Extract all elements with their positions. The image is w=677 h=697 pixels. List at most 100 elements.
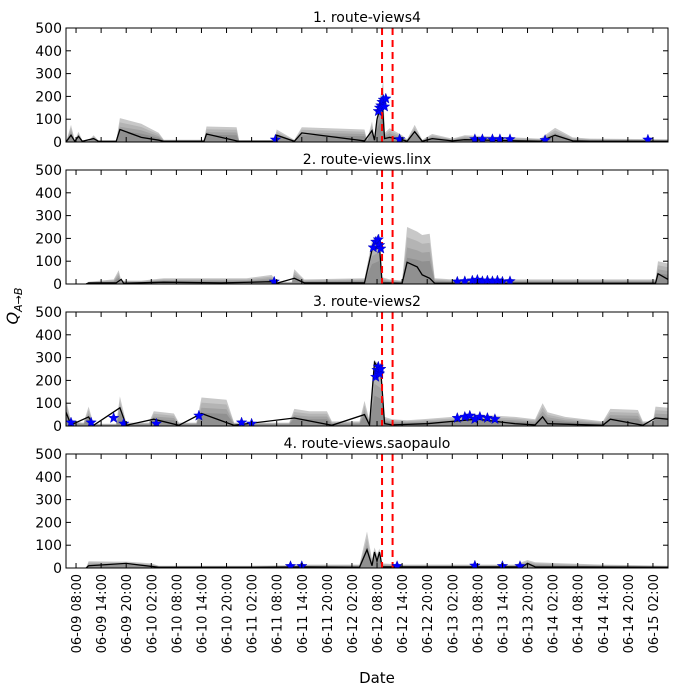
event-star-marker bbox=[489, 413, 501, 425]
axes-frame bbox=[65, 311, 669, 427]
event-star-marker bbox=[474, 410, 486, 422]
event-star-marker bbox=[269, 133, 282, 142]
event-star-marker bbox=[642, 133, 654, 142]
panels: 0 100 200 300 400 500 1. route-views4 0 100 200 30… bbox=[35, 10, 669, 653]
panel-title: 3. route-views2 bbox=[313, 294, 421, 310]
band-layer-2 bbox=[66, 91, 668, 142]
x-tick-label: 06-11 14:00 bbox=[296, 574, 311, 653]
y-tick-label: 500 bbox=[35, 305, 62, 321]
event-star-marker bbox=[514, 560, 526, 568]
x-tick-label: 06-11 20:00 bbox=[321, 574, 336, 653]
x-tick-label: 06-13 20:00 bbox=[522, 574, 537, 653]
event-star-marker bbox=[391, 560, 403, 568]
x-tick-label: 06-12 02:00 bbox=[346, 574, 361, 653]
event-star-marker bbox=[469, 559, 481, 568]
y-tick-label: 400 bbox=[35, 470, 62, 486]
y-axis-label-base: Q bbox=[3, 312, 22, 325]
y-tick-label: 0 bbox=[53, 419, 62, 435]
y-tick-label: 200 bbox=[35, 231, 62, 247]
y-tick-label: 100 bbox=[35, 396, 62, 412]
band-layer-3 bbox=[66, 102, 668, 142]
axes-frame bbox=[65, 169, 669, 285]
x-tick-label: 06-11 02:00 bbox=[246, 574, 261, 653]
event-star-marker bbox=[451, 275, 464, 284]
band-layer-1 bbox=[66, 80, 668, 142]
event-star-marker bbox=[380, 92, 392, 104]
event-star-marker bbox=[539, 134, 551, 142]
x-tick-label: 06-10 14:00 bbox=[196, 574, 211, 653]
y-tick-label: 200 bbox=[35, 515, 62, 531]
x-tick-label: 06-11 08:00 bbox=[271, 574, 286, 653]
series-line bbox=[85, 547, 668, 568]
y-axis-label-subscript: A→B bbox=[12, 288, 25, 313]
series-line bbox=[85, 245, 668, 284]
y-tick-label: 300 bbox=[35, 493, 62, 509]
panel-2: 0 100 200 300 400 500 2. route-views.linx bbox=[35, 152, 669, 293]
y-axis-label: QA→B bbox=[3, 288, 25, 325]
x-tick-label: 06-13 08:00 bbox=[471, 574, 486, 653]
y-tick-label: 300 bbox=[35, 209, 62, 225]
series-line bbox=[66, 100, 668, 142]
x-tick-label: 06-13 14:00 bbox=[496, 574, 511, 653]
event-star-marker bbox=[464, 409, 476, 421]
event-star-marker bbox=[85, 416, 97, 426]
y-tick-label: 0 bbox=[53, 135, 62, 151]
x-tick-label: 06-10 08:00 bbox=[170, 574, 185, 653]
panel-1: 0 100 200 300 400 500 1. route-views4 bbox=[35, 10, 669, 151]
x-tick-label: 06-09 08:00 bbox=[70, 574, 85, 653]
axes-frame bbox=[65, 27, 669, 143]
x-tick-label: 06-12 20:00 bbox=[421, 574, 436, 653]
y-tick-label: 200 bbox=[35, 89, 62, 105]
y-tick-label: 400 bbox=[35, 44, 62, 60]
panel-title: 4. route-views.saopaulo bbox=[284, 436, 451, 452]
plot-area-3 bbox=[66, 312, 668, 426]
y-tick-label: 500 bbox=[35, 21, 62, 37]
y-tick-label: 100 bbox=[35, 112, 62, 128]
x-axis-label: Date bbox=[359, 669, 395, 687]
plot-area-4 bbox=[85, 454, 668, 568]
x-tick-label: 06-10 20:00 bbox=[221, 574, 236, 653]
panel-title: 1. route-views4 bbox=[313, 10, 421, 26]
event-star-marker bbox=[193, 409, 205, 421]
y-tick-label: 400 bbox=[35, 328, 62, 344]
event-star-marker bbox=[66, 416, 77, 426]
x-tick-label: 06-14 20:00 bbox=[622, 574, 637, 653]
event-star-marker bbox=[378, 100, 391, 112]
plot-area-2 bbox=[85, 170, 668, 284]
panel-3: 0 100 200 300 400 500 3. route-views2 bbox=[35, 294, 669, 435]
y-tick-label: 400 bbox=[35, 186, 62, 202]
y-tick-label: 100 bbox=[35, 254, 62, 270]
y-tick-label: 500 bbox=[35, 163, 62, 179]
event-star-marker bbox=[372, 233, 385, 245]
band-layer-4 bbox=[86, 257, 668, 284]
y-tick-label: 300 bbox=[35, 67, 62, 83]
y-tick-label: 500 bbox=[35, 447, 62, 463]
x-tick-label: 06-09 14:00 bbox=[95, 574, 110, 653]
y-tick-label: 300 bbox=[35, 351, 62, 367]
x-tick-label: 06-15 02:00 bbox=[647, 574, 662, 653]
event-star-marker bbox=[375, 362, 387, 374]
y-tick-label: 100 bbox=[35, 538, 62, 554]
y-tick-label: 200 bbox=[35, 373, 62, 389]
event-star-marker bbox=[375, 242, 387, 254]
y-tick-label: 0 bbox=[53, 561, 62, 577]
x-tick-label: 06-09 20:00 bbox=[120, 574, 135, 653]
event-star-marker bbox=[235, 416, 248, 426]
x-tick-label: 06-12 14:00 bbox=[396, 574, 411, 653]
panel-4: 0 100 200 300 400 500 4. route-views.saopaulo bbox=[35, 436, 669, 577]
x-tick-label: 06-10 02:00 bbox=[145, 574, 160, 653]
x-tick-label: 06-14 02:00 bbox=[547, 574, 562, 653]
event-star-marker bbox=[107, 411, 120, 423]
event-star-marker bbox=[284, 560, 297, 568]
x-tick-labels: 06-09 08:00 06-09 14:00 06-09 20:00 06-10 0… bbox=[70, 574, 662, 653]
plot-area-1 bbox=[66, 28, 668, 142]
x-tick-label: 06-14 08:00 bbox=[572, 574, 587, 653]
x-tick-label: 06-12 08:00 bbox=[371, 574, 386, 653]
event-star-marker bbox=[481, 411, 494, 423]
axes-frame bbox=[65, 453, 669, 569]
y-tick-label: 0 bbox=[53, 277, 62, 293]
x-tick-label: 06-14 14:00 bbox=[597, 574, 612, 653]
panel-title: 2. route-views.linx bbox=[303, 152, 431, 168]
event-star-marker bbox=[150, 417, 163, 426]
